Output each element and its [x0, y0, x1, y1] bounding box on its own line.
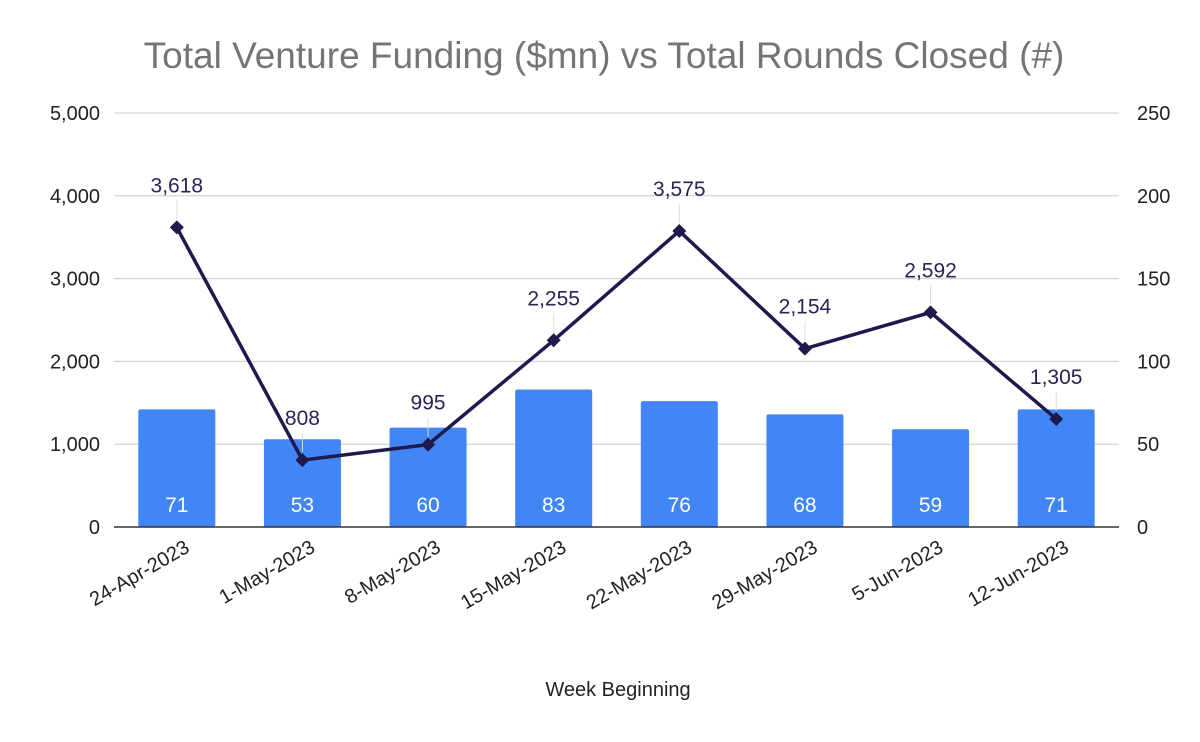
- bar-value-label: 53: [291, 494, 314, 517]
- bar-value-label: 83: [542, 494, 565, 517]
- y-left-tick-label: 1,000: [50, 434, 100, 456]
- line-value-label: 3,618: [151, 174, 204, 197]
- x-tick-label: 1-May-2023: [216, 536, 319, 608]
- funding-line: [175, 226, 1058, 462]
- x-tick-label: 29-May-2023: [708, 536, 821, 614]
- line-value-label: 995: [411, 392, 446, 415]
- y-left-tick-label: 0: [89, 517, 100, 539]
- y-right-tick-label: 200: [1137, 186, 1170, 208]
- line-point-5-Jun-2023: [923, 305, 938, 320]
- y-right-tick-label: 150: [1137, 269, 1170, 291]
- line-point-29-May-2023: [797, 341, 812, 356]
- bar-12-Jun-2023: [1017, 409, 1095, 527]
- line-series: 3,618 808 995 2,255 3,575 2,154 2,592 1,305: [151, 174, 1083, 468]
- y-right-tick-label: 250: [1137, 103, 1170, 125]
- x-axis-title: Week Beginning: [545, 679, 690, 701]
- bar-1-May-2023: [263, 439, 341, 527]
- line-value-label: 2,154: [779, 296, 832, 319]
- chart-title: Total Venture Funding ($mn) vs Total Rou…: [144, 35, 1065, 76]
- line-value-label: 808: [285, 407, 320, 430]
- line-point-1-May-2023: [295, 453, 310, 468]
- bar-value-label: 59: [919, 494, 942, 517]
- line-value-label: 2,255: [527, 287, 580, 310]
- bar-value-label: 76: [668, 494, 691, 517]
- line-point-8-May-2023: [421, 437, 436, 452]
- x-tick-label: 24-Apr-2023: [86, 536, 193, 611]
- bar-29-May-2023: [766, 414, 844, 527]
- bar-5-Jun-2023: [892, 429, 970, 527]
- line-point-24-Apr-2023: [169, 220, 184, 235]
- gridlines: [114, 112, 1119, 445]
- line-point-12-Jun-2023: [1049, 411, 1064, 426]
- line-value-label: 2,592: [904, 259, 957, 282]
- y-right-tick-label: 0: [1137, 517, 1148, 539]
- x-tick-label: 15-May-2023: [457, 536, 570, 614]
- bar-series: 71 53 60 83 76 68 59 71: [138, 389, 1095, 527]
- y-left-tick-label: 2,000: [50, 351, 100, 373]
- line-point-22-May-2023: [672, 223, 687, 238]
- y-right-tick-label: 50: [1137, 434, 1159, 456]
- bar-value-label: 68: [793, 494, 816, 517]
- axes: 0 1,000 2,000 3,000 4,000 5,000 0 50 100 150 200 25…: [50, 103, 1170, 614]
- y-left-tick-label: 5,000: [50, 103, 100, 125]
- line-value-label: 1,305: [1030, 366, 1083, 389]
- bar-value-label: 60: [416, 494, 439, 517]
- bar-value-label: 71: [165, 494, 188, 517]
- bar-22-May-2023: [640, 401, 718, 527]
- line-point-15-May-2023: [546, 333, 561, 348]
- y-left-tick-label: 3,000: [50, 269, 100, 291]
- x-tick-label: 5-Jun-2023: [848, 536, 947, 606]
- y-right-tick-label: 100: [1137, 351, 1170, 373]
- bar-15-May-2023: [515, 389, 593, 527]
- y-left-tick-label: 4,000: [50, 186, 100, 208]
- bar-8-May-2023: [389, 427, 467, 527]
- x-tick-label: 8-May-2023: [341, 536, 444, 608]
- bar-24-Apr-2023: [138, 409, 216, 527]
- x-tick-label: 22-May-2023: [583, 536, 696, 614]
- bar-value-label: 71: [1045, 494, 1068, 517]
- x-tick-label: 12-Jun-2023: [964, 536, 1072, 611]
- line-value-label: 3,575: [653, 178, 706, 201]
